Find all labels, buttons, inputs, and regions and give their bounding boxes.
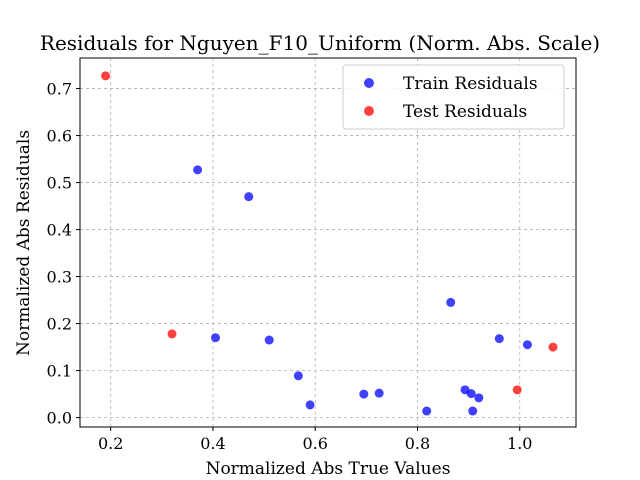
x-tick-label: 1.0 <box>507 434 532 453</box>
y-tick-label: 0.1 <box>47 362 72 381</box>
x-tick-label: 0.6 <box>302 434 327 453</box>
data-points <box>101 71 558 416</box>
train-residual-point <box>522 340 532 350</box>
legend-label-train: Train Residuals <box>403 74 538 94</box>
axis-ticks: 0.2 0.4 0.6 0.8 1.0 0.0 0.1 0.2 0.3 0.4 0.5 0.6 0.7 <box>47 80 533 453</box>
legend-box <box>342 64 565 130</box>
legend-marker-test <box>364 106 374 116</box>
y-tick-label: 0.2 <box>47 315 72 334</box>
y-tick-label: 0.6 <box>47 127 72 146</box>
legend-label-test: Test Residuals <box>403 102 527 122</box>
legend-marker-train <box>364 78 374 88</box>
x-tick-label: 0.8 <box>405 434 430 453</box>
y-tick-label: 0.5 <box>47 174 72 193</box>
train-residual-point <box>374 388 384 398</box>
y-tick-label: 0.0 <box>47 409 72 428</box>
y-tick-label: 0.3 <box>47 268 72 287</box>
test-residual-point <box>512 385 522 395</box>
y-axis-label: Normalized Abs Residuals <box>14 130 34 356</box>
train-residual-point <box>446 297 456 307</box>
y-tick-label: 0.7 <box>47 80 72 99</box>
train-residual-point <box>264 335 274 345</box>
legend: Train Residuals Test Residuals <box>342 64 565 130</box>
train-residual-point <box>211 333 221 343</box>
train-residual-point <box>422 406 432 416</box>
x-axis-label: Normalized Abs True Values <box>206 459 451 479</box>
test-residual-point <box>548 342 558 352</box>
train-residual-point <box>494 334 504 344</box>
x-tick-label: 0.4 <box>200 434 225 453</box>
test-residual-point <box>101 71 111 81</box>
test-residual-point <box>167 329 177 339</box>
train-residual-point <box>468 406 478 416</box>
train-residual-point <box>293 371 303 381</box>
train-residual-point <box>244 192 254 202</box>
plot-area-frame <box>79 57 577 428</box>
train-residual-point <box>466 389 476 399</box>
y-tick-label: 0.4 <box>47 221 72 240</box>
train-residual-point <box>474 393 484 403</box>
train-residual-point <box>305 400 315 410</box>
train-residual-point <box>359 389 369 399</box>
chart-title: Residuals for Nguyen_F10_Uniform (Norm. … <box>40 31 600 55</box>
train-residual-point <box>193 165 203 175</box>
x-tick-label: 0.2 <box>98 434 123 453</box>
